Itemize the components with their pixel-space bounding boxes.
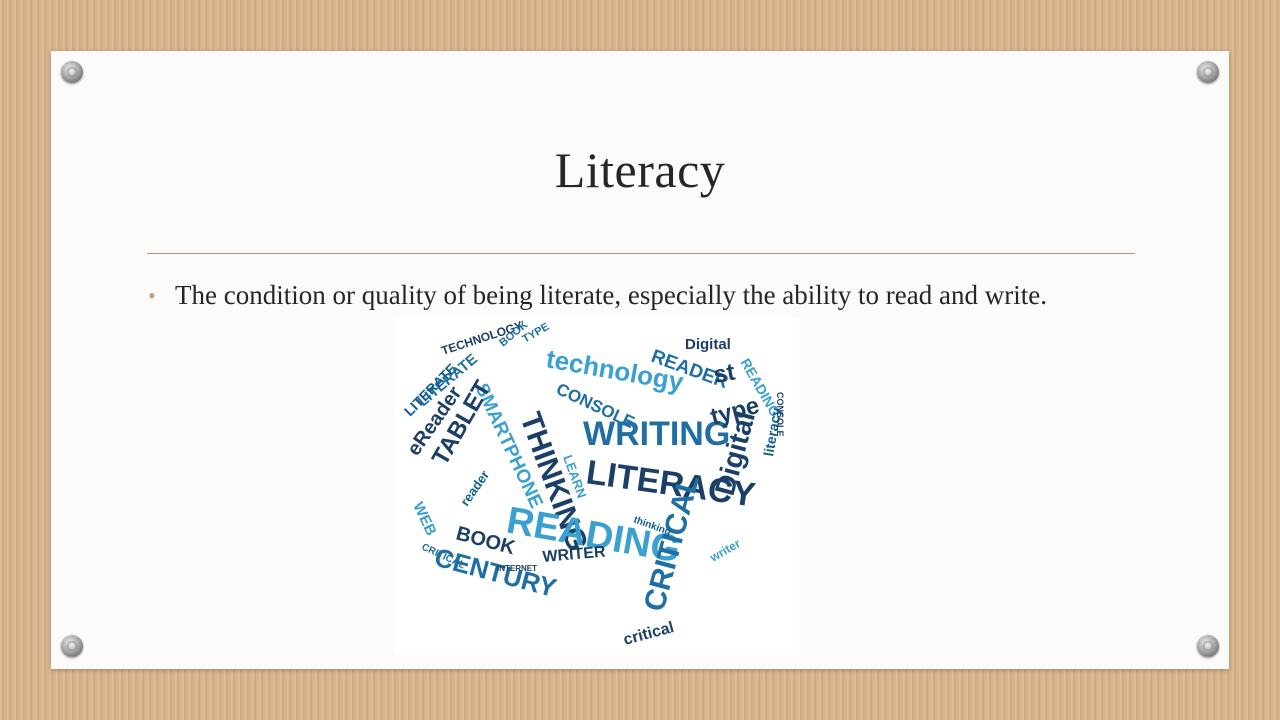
word-cloud-word: WRITING	[583, 415, 730, 453]
bullet-text: The condition or quality of being litera…	[175, 280, 1047, 310]
word-cloud-word: reader	[457, 468, 492, 509]
bullet-item: • The condition or quality of being lite…	[148, 279, 1108, 311]
word-cloud-image: TECHNOLOGY BOOK TYPE Digital technology READE…	[395, 317, 799, 655]
word-cloud-word: critical	[622, 619, 676, 649]
title-divider	[147, 253, 1135, 254]
pin-top-left-icon	[61, 61, 83, 83]
word-cloud-word: INTERNET	[497, 564, 537, 573]
word-cloud-word: writer	[707, 536, 743, 565]
slide: Literacy • The condition or quality of b…	[51, 51, 1229, 669]
pin-top-right-icon	[1197, 61, 1219, 83]
bullet-dot-icon: •	[148, 283, 156, 308]
slide-title: Literacy	[554, 142, 726, 198]
word-cloud-word: CONSOLE	[775, 392, 785, 437]
pin-bottom-left-icon	[61, 635, 83, 657]
word-cloud-word: WRITER	[542, 544, 607, 566]
word-cloud-word: st	[711, 359, 737, 389]
pin-bottom-right-icon	[1197, 635, 1219, 657]
bullet-list: • The condition or quality of being lite…	[148, 279, 1108, 311]
word-cloud-word: Digital	[685, 336, 731, 353]
word-cloud-word: WEB	[409, 500, 439, 539]
